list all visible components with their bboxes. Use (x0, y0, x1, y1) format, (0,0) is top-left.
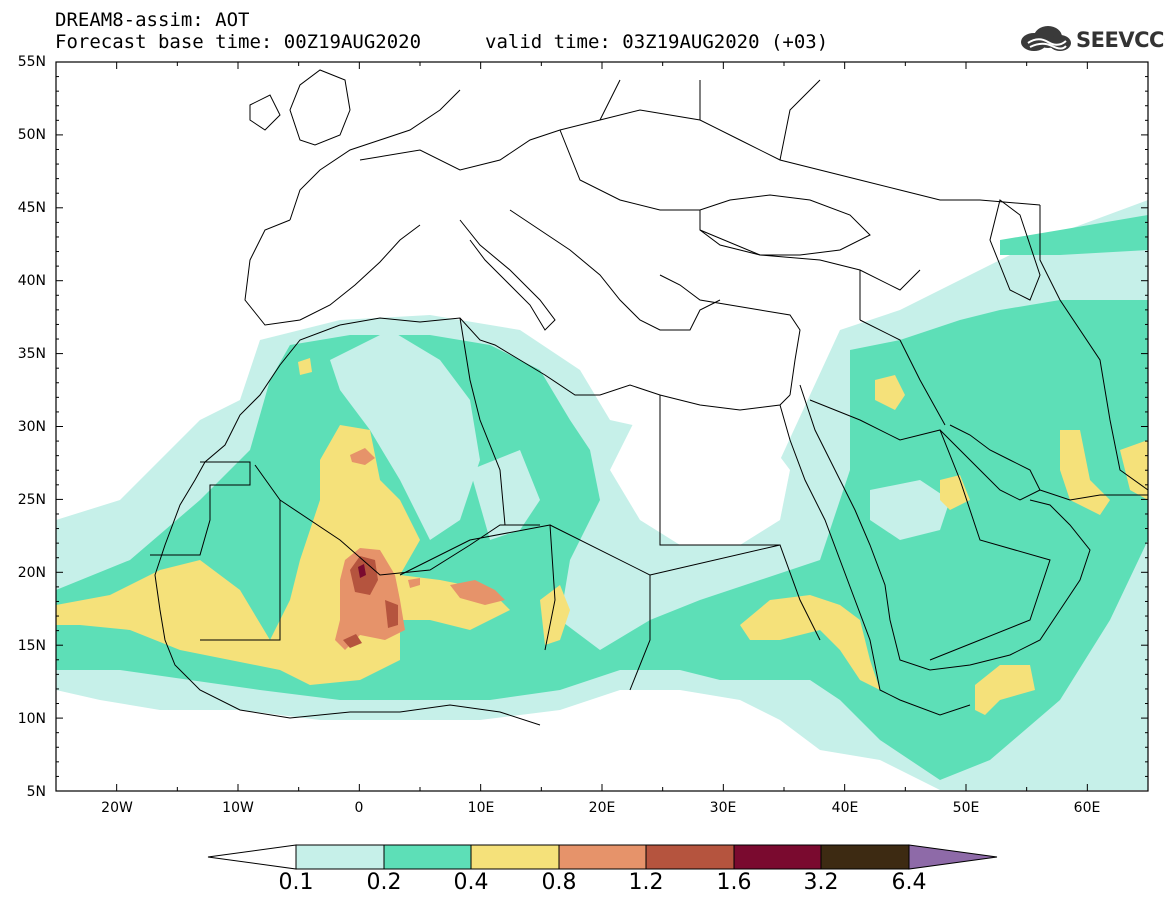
forecast-times: Forecast base time: 00Z19AUG2020 valid ti… (55, 31, 828, 53)
valid-time: valid time: 03Z19AUG2020 (+03) (485, 31, 829, 53)
coast-levant (659, 274, 801, 396)
lon-label-10e: 10E (467, 800, 495, 816)
logo-text: SEEVCCC (1076, 28, 1165, 52)
aot-band-1.6 (358, 564, 366, 578)
aot-band-0.4-iraq (875, 375, 905, 410)
aot-band-0.1-patch (330, 330, 480, 540)
aot-band-1.2-b (385, 600, 398, 628)
cloud-logo-icon (1021, 26, 1071, 51)
border-saudi (809, 399, 1051, 661)
map-title: DREAM8-assim: AOT (55, 9, 250, 31)
border-turkey (699, 229, 921, 320)
colorbar-label-0.8: 0.8 (541, 870, 577, 895)
lat-label-30n: 30N (17, 419, 46, 435)
coast-red-sea (779, 404, 971, 716)
coast-iran (1039, 489, 1148, 501)
lat-label-25n: 25N (17, 492, 46, 508)
lat-label-35n: 35N (17, 346, 46, 362)
lat-label-55n: 55N (17, 54, 46, 70)
coast-italy (459, 219, 556, 331)
colorbar-swatch-1.6 (733, 844, 822, 870)
aot-band-0.8-hotspot (350, 448, 375, 465)
lon-label-10w: 10W (222, 800, 254, 816)
colorbar-label-0.1: 0.1 (278, 870, 314, 895)
coast-nw-africa (154, 324, 541, 726)
colorbar-label-6.4: 6.4 (891, 870, 927, 895)
coastlines (150, 69, 1148, 726)
aot-band-0.4-iran (1060, 430, 1110, 515)
colorbar-label-3.2: 3.2 (803, 870, 839, 895)
border-europe (359, 109, 1041, 206)
colorbar-swatch-0.1 (295, 844, 385, 870)
colorbar-label-0.4: 0.4 (453, 870, 489, 895)
coast-ireland (249, 94, 281, 131)
colorbar-swatch-0.4 (470, 844, 560, 870)
colorbar-label-1.6: 1.6 (716, 870, 752, 895)
lat-label-20n: 20N (17, 565, 46, 581)
aot-band-0.2-caspian (1000, 215, 1148, 255)
colorbar-below-arrow (207, 844, 297, 870)
colorbar-label-1.2: 1.2 (628, 870, 664, 895)
aot-field (56, 200, 1148, 790)
lon-label-0: 0 (354, 800, 364, 816)
border-iran (859, 319, 946, 426)
coast-caspian (989, 199, 1041, 301)
aot-band-0.4-morocco (298, 358, 312, 375)
lat-label-45n: 45N (17, 200, 46, 216)
aot-clear-patch (610, 405, 790, 545)
seevccc-logo: SEEVCCC (1018, 24, 1165, 56)
colorbar-label-0.2: 0.2 (366, 870, 402, 895)
border-libya (459, 317, 506, 526)
axis-ticks (55, 61, 1149, 792)
lon-label-40e: 40E (831, 800, 859, 816)
lat-label-10n: 10N (17, 711, 46, 727)
lat-label-5n: 5N (26, 784, 46, 800)
coast-france (289, 89, 461, 221)
aot-band-0.1-patch3 (870, 480, 950, 540)
border-eastern-europe (559, 79, 821, 211)
coast-med-south (339, 317, 791, 411)
border-iran-east (1039, 205, 1148, 491)
border-egypt (659, 395, 780, 546)
aot-band-0.4-saudi (940, 475, 970, 510)
aot-band-0.4-patch (540, 585, 570, 645)
colorbar-above-arrow (908, 844, 998, 870)
coast-arabia-red-sea (799, 384, 1091, 671)
coast-black-sea (699, 194, 871, 256)
colorbar (207, 844, 998, 870)
lat-label-15n: 15N (17, 638, 46, 654)
aot-band-0.4-yemen (975, 665, 1035, 715)
lat-label-40n: 40N (17, 273, 46, 289)
coast-balkans (509, 209, 721, 331)
lon-label-20w: 20W (101, 800, 133, 816)
base-time: Forecast base time: 00Z19AUG2020 (55, 31, 422, 53)
border-chad (549, 524, 651, 691)
lat-label-50n: 50N (17, 127, 46, 143)
lon-label-20e: 20E (588, 800, 616, 816)
colorbar-swatch-0.8 (558, 844, 647, 870)
coast-uk (289, 69, 351, 146)
lon-label-30e: 30E (709, 800, 737, 816)
aot-band-1.2-c (343, 634, 362, 648)
lon-label-60e: 60E (1073, 800, 1101, 816)
aot-band-0.1-patch2 (470, 450, 540, 540)
border-algeria (279, 499, 540, 576)
border-mali (200, 464, 281, 641)
aot-band-0.8-east (450, 580, 505, 605)
colorbar-swatch-3.2 (820, 844, 910, 870)
colorbar-swatch-1.2 (645, 844, 735, 870)
border-sahara (150, 461, 251, 556)
aot-band-0.8-dot (408, 578, 420, 588)
aot-band-0.4-sudan (740, 595, 880, 690)
lon-label-50e: 50E (952, 800, 980, 816)
coast-iberia (244, 219, 421, 326)
border-sudan (649, 544, 821, 641)
colorbar-swatch-0.2 (383, 844, 472, 870)
